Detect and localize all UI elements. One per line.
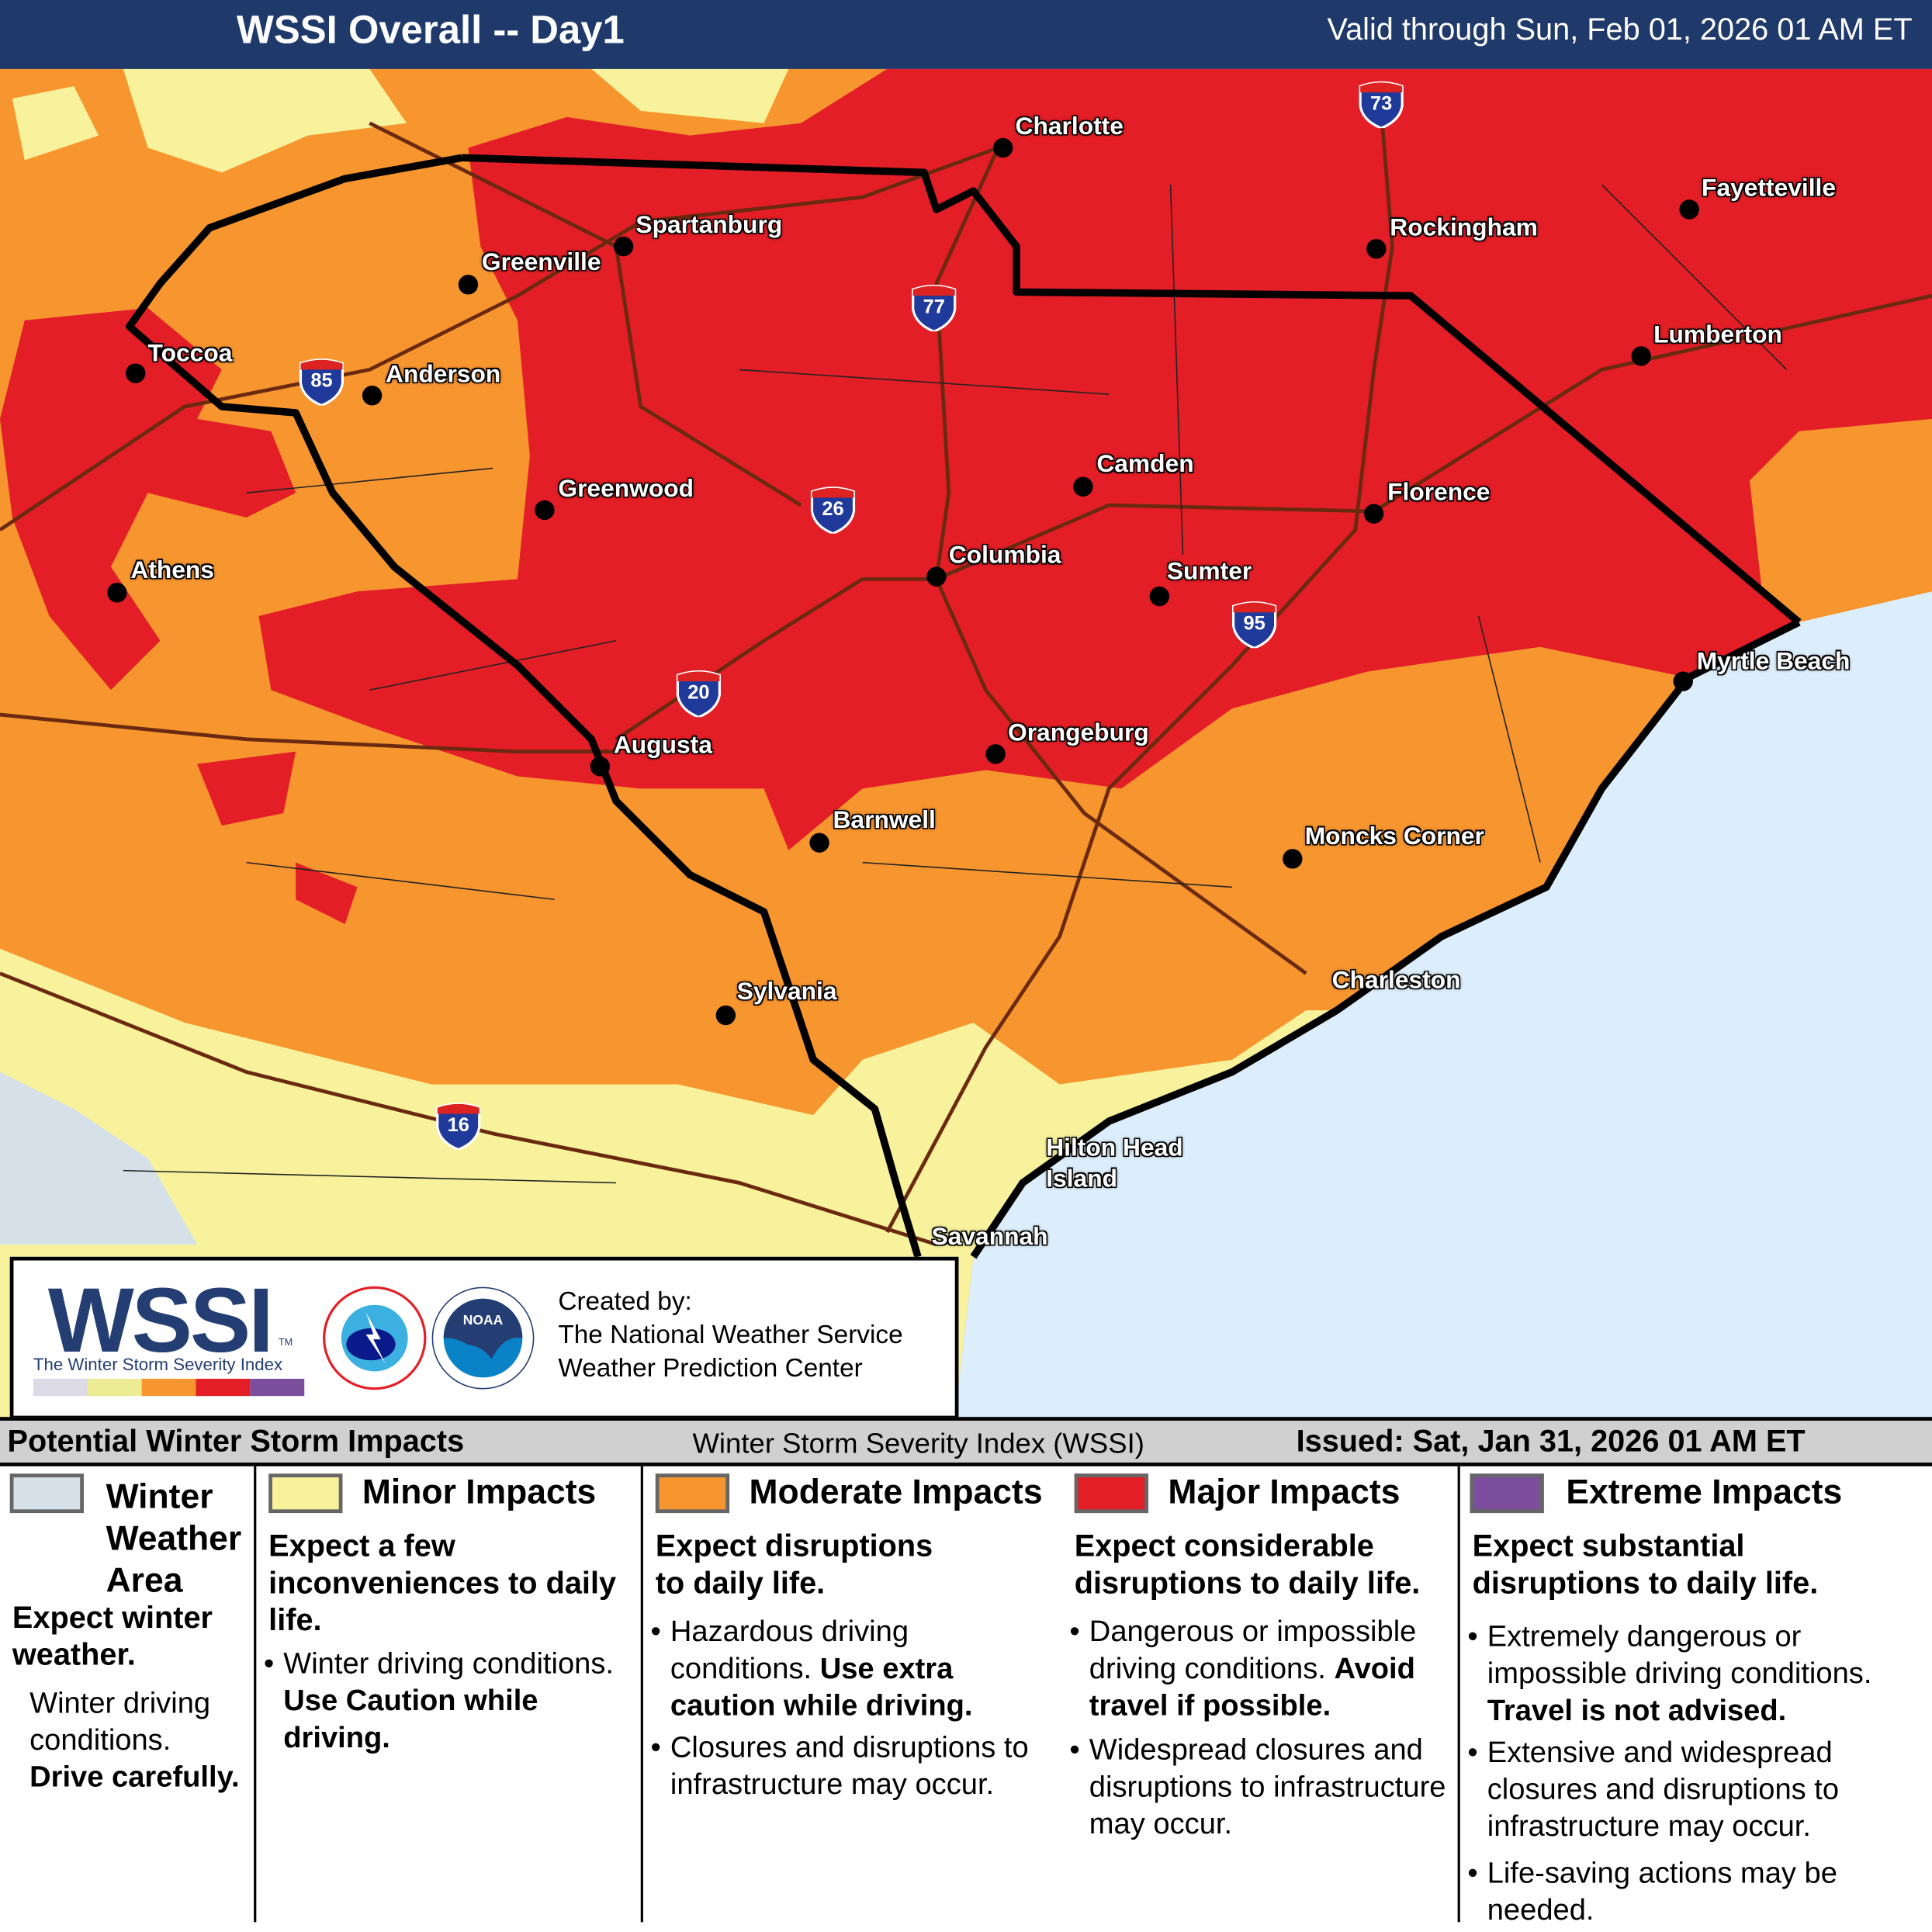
city-dot-greenwood <box>535 500 555 521</box>
nws-logo-icon <box>323 1286 427 1390</box>
wssi-color-bar <box>33 1378 305 1397</box>
city-label-augusta: Augusta <box>613 732 712 760</box>
city-dot-fayetteville <box>1679 199 1699 220</box>
interstate-85-shield: 85 <box>297 356 347 407</box>
city-label-greenville: Greenville <box>481 248 601 276</box>
legend-index-name: Winter Storm Severity Index (WSSI) <box>692 1426 1144 1459</box>
city-label-toccoa: Toccoa <box>147 340 233 368</box>
map-title: WSSI Overall -- Day1 <box>236 7 625 52</box>
legend-moderate-impacts: Moderate Impacts Expect disruptions to d… <box>646 1466 1065 1923</box>
city-dot-columbia <box>926 566 947 587</box>
city-label-hilton-head-island: Island <box>1046 1165 1118 1193</box>
city-dot-myrtle-beach <box>1673 671 1693 691</box>
city-dot-orangeburg <box>985 744 1006 764</box>
swatch-winter <box>9 1473 84 1514</box>
city-label-orangeburg: Orangeburg <box>1007 719 1149 747</box>
city-label-fayetteville: Fayetteville <box>1702 175 1837 203</box>
city-dot-augusta <box>590 757 611 777</box>
interstate-95-shield: 95 <box>1230 599 1279 650</box>
legend-divider <box>254 1466 257 1923</box>
city-dot-lumberton <box>1631 346 1651 366</box>
city-label-lumberton: Lumberton <box>1653 321 1782 349</box>
city-label-charlotte: Charlotte <box>1015 113 1124 141</box>
swatch-extreme <box>1470 1473 1544 1514</box>
wssi-subtitle: The Winter Storm Severity Index <box>33 1354 283 1374</box>
city-label-anderson: Anderson <box>386 361 501 389</box>
legend-minor-impacts: Minor Impacts Expect a few inconvenience… <box>258 1466 638 1923</box>
swatch-major <box>1074 1473 1149 1514</box>
city-dot-greenville <box>458 275 479 295</box>
credit-text: Created by: The National Weather Service… <box>558 1287 903 1383</box>
city-dot-charlotte <box>992 137 1013 158</box>
minor-area-top <box>12 68 789 173</box>
city-label-moncks-corner: Moncks Corner <box>1304 822 1484 850</box>
ocean <box>954 591 1932 1418</box>
city-dot-barnwell <box>809 833 829 853</box>
major-area-west <box>0 308 358 925</box>
impact-map: Charlotte Fayetteville Spartanburg Green… <box>0 68 1932 1418</box>
trademark: TM <box>278 1336 293 1349</box>
city-label-florence: Florence <box>1387 479 1491 507</box>
county-lines <box>123 184 1788 1184</box>
legend-extreme-impacts: Extreme Impacts Expect substantial disru… <box>1463 1466 1928 1927</box>
city-dot-athens <box>107 583 127 603</box>
city-dot-toccoa <box>125 363 146 383</box>
city-label-camden: Camden <box>1096 451 1194 479</box>
swatch-minor <box>268 1473 343 1514</box>
city-label-hilton-head: Hilton Head <box>1046 1134 1183 1162</box>
city-dot-moncks-corner <box>1283 849 1303 869</box>
city-dot-spartanburg <box>613 236 634 257</box>
map-canvas <box>0 68 1932 1418</box>
city-dot-florence <box>1363 504 1384 524</box>
city-label-sylvania: Sylvania <box>736 978 837 1006</box>
city-label-greenwood: Greenwood <box>558 475 694 503</box>
legend-header: Potential Winter Storm Impacts Winter St… <box>0 1417 1932 1466</box>
legend-title: Potential Winter Storm Impacts <box>7 1424 465 1459</box>
city-label-columbia: Columbia <box>948 542 1061 570</box>
city-label-charleston: Charleston <box>1331 967 1461 995</box>
credit-box: WSSI TM The Winter Storm Severity Index … <box>9 1256 959 1420</box>
interstate-73-shield: 73 <box>1356 79 1406 130</box>
city-dot-rockingham <box>1366 239 1387 259</box>
issued-time: Issued: Sat, Jan 31, 2026 01 AM ET <box>1296 1424 1806 1459</box>
city-label-sumter: Sumter <box>1166 558 1252 586</box>
city-dot-anderson <box>362 386 383 406</box>
winter-weather-area <box>0 1072 198 1245</box>
city-label-savannah: Savannah <box>931 1223 1048 1251</box>
city-label-myrtle-beach: Myrtle Beach <box>1696 648 1851 676</box>
city-dot-camden <box>1073 476 1093 497</box>
state-borders <box>125 154 1802 1259</box>
wssi-logo: WSSI <box>47 1269 274 1372</box>
city-label-rockingham: Rockingham <box>1390 214 1538 242</box>
interstate-26-shield: 26 <box>808 484 858 535</box>
city-dot-sylvania <box>715 1005 736 1026</box>
noaa-logo-icon: NOAA <box>431 1286 535 1390</box>
header-bar: WSSI Overall -- Day1 Valid through Sun, … <box>0 0 1932 69</box>
valid-time: Valid through Sun, Feb 01, 2026 01 AM ET <box>1327 12 1913 47</box>
city-label-athens: Athens <box>130 556 214 584</box>
interstate-16-shield: 16 <box>434 1100 483 1151</box>
interstate-77-shield: 77 <box>909 282 959 333</box>
legend-major-impacts: Major Impacts Expect considerable disrup… <box>1065 1466 1456 1923</box>
legend-winter-weather-area: Winter Weather Area Expect winter weather.… <box>0 1466 254 1923</box>
major-area <box>258 68 1932 850</box>
svg-text:NOAA: NOAA <box>463 1312 504 1328</box>
city-label-spartanburg: Spartanburg <box>635 212 783 240</box>
city-dot-sumter <box>1149 586 1170 607</box>
city-label-barnwell: Barnwell <box>833 807 936 835</box>
interstate-20-shield: 20 <box>674 668 724 718</box>
swatch-moderate <box>655 1473 730 1514</box>
